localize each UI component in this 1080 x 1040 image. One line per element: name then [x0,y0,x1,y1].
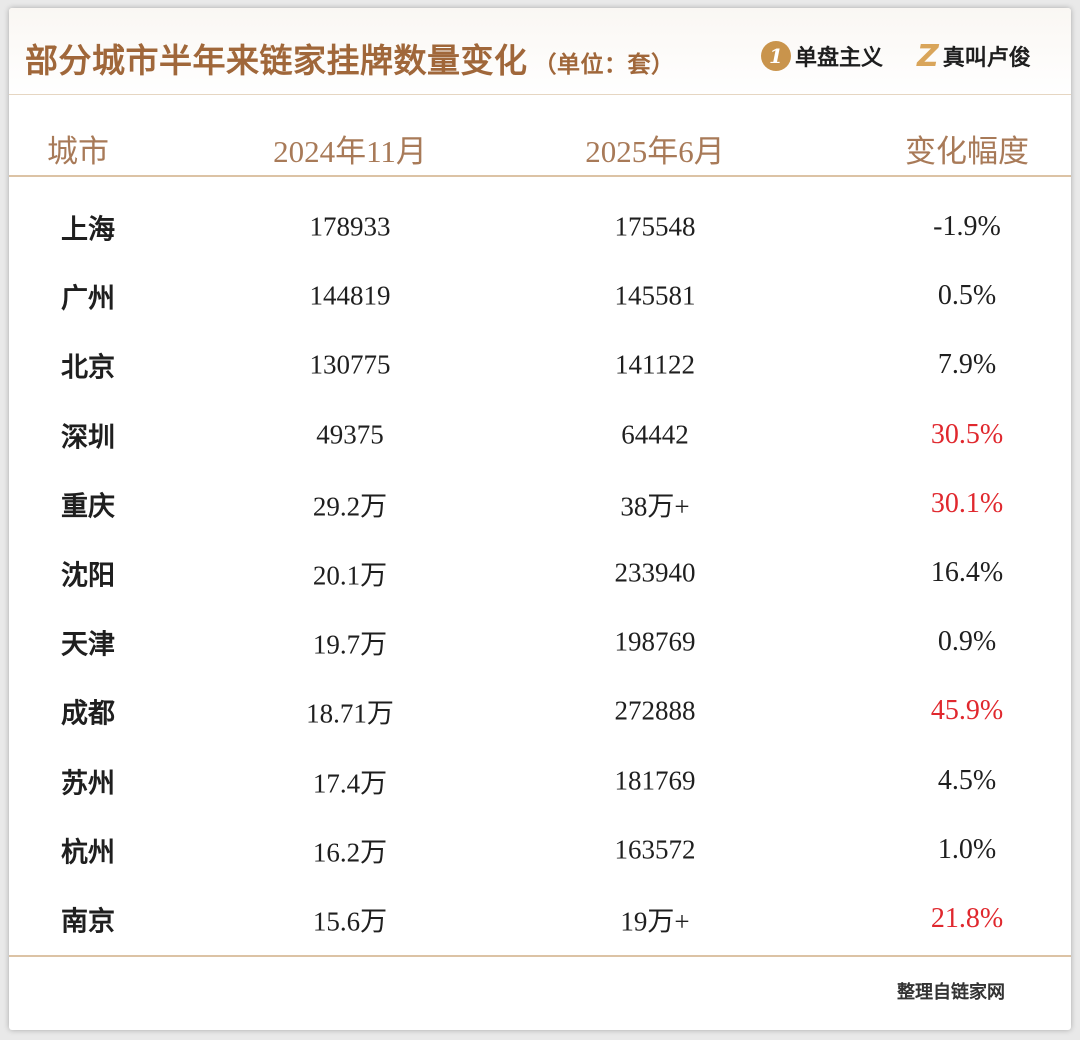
table-cell-city: 沈阳 [61,560,115,591]
table-cell-change: 30.1% [930,487,1004,519]
table-cell-change: 16.4% [930,557,1004,588]
table-cell-jun-2025: 198769 [614,626,696,657]
table-cell-jun-2025: 181769 [614,765,696,796]
table-cell-change: 30.5% [930,418,1004,450]
table-cell-jun-2025: 64442 [621,419,689,450]
table-cell-city: 深圳 [61,422,115,453]
table-cell-nov-2024: 130775 [309,349,391,380]
column-header-jun-2025: 2025年6月 [585,134,725,169]
header: 部分城市半年来链家挂牌数量变化 （单位：套） 1 单盘主义 Z 真叫卢俊 [9,8,1071,96]
table-cell-city: 杭州 [61,837,115,868]
table-cell-jun-2025: 272888 [614,695,696,726]
brand-zhenjiaolujun: Z 真叫卢俊 [917,38,1031,74]
table-cell-change: 21.8% [930,903,1004,934]
table-cell-nov-2024: 144819 [309,280,391,311]
bottom-divider [9,955,1071,957]
table-cell-change: 1.0% [937,833,997,865]
table-cell-jun-2025: 38万+ [620,491,690,522]
brand-name: 真叫卢俊 [942,45,1031,70]
table-cell-jun-2025: 145581 [614,280,696,311]
table-cell-city: 成都 [61,698,115,729]
page-title: 部分城市半年来链家挂牌数量变化 （单位：套） [25,34,675,82]
table-cell-jun-2025: 163572 [614,834,696,865]
table-cell-change: 0.5% [937,280,997,312]
table-cell-nov-2024: 20.1万 [312,560,388,591]
table-cell-change: 4.5% [937,764,997,796]
table-cell-city: 天津 [61,629,115,660]
table-cell-nov-2024: 15.6万 [312,906,388,937]
table-cell-city: 北京 [61,352,115,383]
brand-danpanzhuyi: 1 单盘主义 [761,40,883,72]
table-cell-change: 7.9% [937,349,997,381]
header-divider [9,175,1071,177]
table-cell-jun-2025: 141122 [615,349,695,380]
table-cell-city: 苏州 [61,768,115,799]
table-cell-nov-2024: 17.4万 [312,768,388,799]
table-cell-city: 上海 [61,214,115,245]
table-cell-jun-2025: 233940 [614,557,696,588]
table-cell-change: 45.9% [930,695,1004,727]
table-cell-nov-2024: 16.2万 [312,837,388,868]
title-unit: （单位：套） [533,52,675,77]
table-cell-city: 广州 [61,283,115,314]
table-cell-city: 重庆 [61,491,115,522]
column-header-city: 城市 [47,134,109,169]
table-card: 部分城市半年来链家挂牌数量变化 （单位：套） 1 单盘主义 Z 真叫卢俊 城市 2… [9,8,1071,1030]
table-body: 上海 178933 175548 -1.9% 广州 144819 145581 0.5% 北京 1… [9,8,1071,1030]
brand-name: 单盘主义 [795,45,884,70]
zhenjiaolujun-logo-icon: Z [917,38,939,74]
table-cell-change: -1.9% [933,211,1001,242]
title-text: 部分城市半年来链家挂牌数量变化 [25,44,528,80]
table-cell-change: 0.9% [937,626,997,658]
source-note: 整理自链家网 [897,982,1005,1002]
column-header-change: 变化幅度 [905,134,1029,169]
table-cell-city: 南京 [61,906,115,937]
table-cell-jun-2025: 19万+ [620,906,690,937]
table-cell-nov-2024: 178933 [309,211,391,242]
table-cell-nov-2024: 19.7万 [312,629,388,660]
column-header-nov-2024: 2024年11月 [273,134,427,169]
table-cell-nov-2024: 18.71万 [306,698,394,729]
danpanzhuyi-logo-icon: 1 [761,41,791,71]
table-cell-jun-2025: 175548 [614,211,696,242]
divider [9,94,1071,95]
table-cell-nov-2024: 49375 [316,419,384,450]
table-cell-nov-2024: 29.2万 [312,491,388,522]
